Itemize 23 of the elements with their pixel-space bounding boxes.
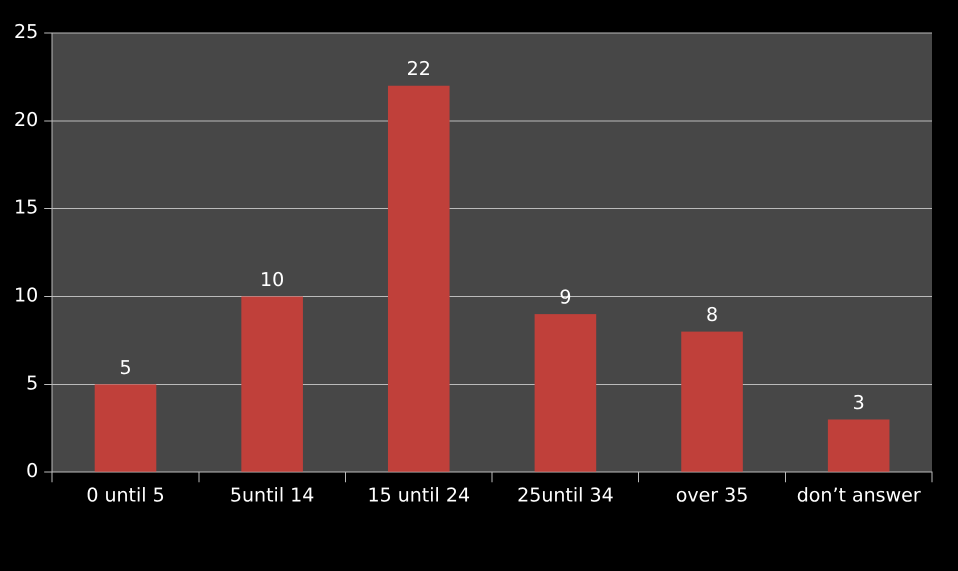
y-tick-label: 15 — [14, 196, 38, 219]
data-label: 8 — [706, 304, 718, 326]
data-label: 5 — [119, 356, 132, 379]
bar — [681, 332, 743, 472]
bar — [241, 296, 303, 472]
y-tick-label: 10 — [14, 284, 38, 306]
y-tick-label: 5 — [26, 372, 38, 394]
x-tick-label: 15 until 24 — [368, 484, 470, 507]
bar — [828, 419, 890, 472]
bar — [388, 86, 450, 472]
x-tick-label: 0 until 5 — [86, 484, 165, 507]
y-tick-label: 20 — [14, 108, 38, 131]
bar — [534, 314, 596, 472]
y-tick-label: 25 — [14, 20, 38, 43]
x-tick-label: 25until 34 — [517, 484, 614, 507]
x-tick-label: over 35 — [676, 484, 748, 507]
bar — [94, 384, 156, 472]
data-label: 3 — [852, 392, 865, 414]
x-tick-label: 5until 14 — [230, 484, 314, 507]
data-label: 22 — [406, 58, 431, 80]
data-label: 10 — [260, 268, 284, 291]
y-tick-label: 0 — [26, 460, 38, 482]
x-tick-label: don’t answer — [796, 484, 921, 507]
